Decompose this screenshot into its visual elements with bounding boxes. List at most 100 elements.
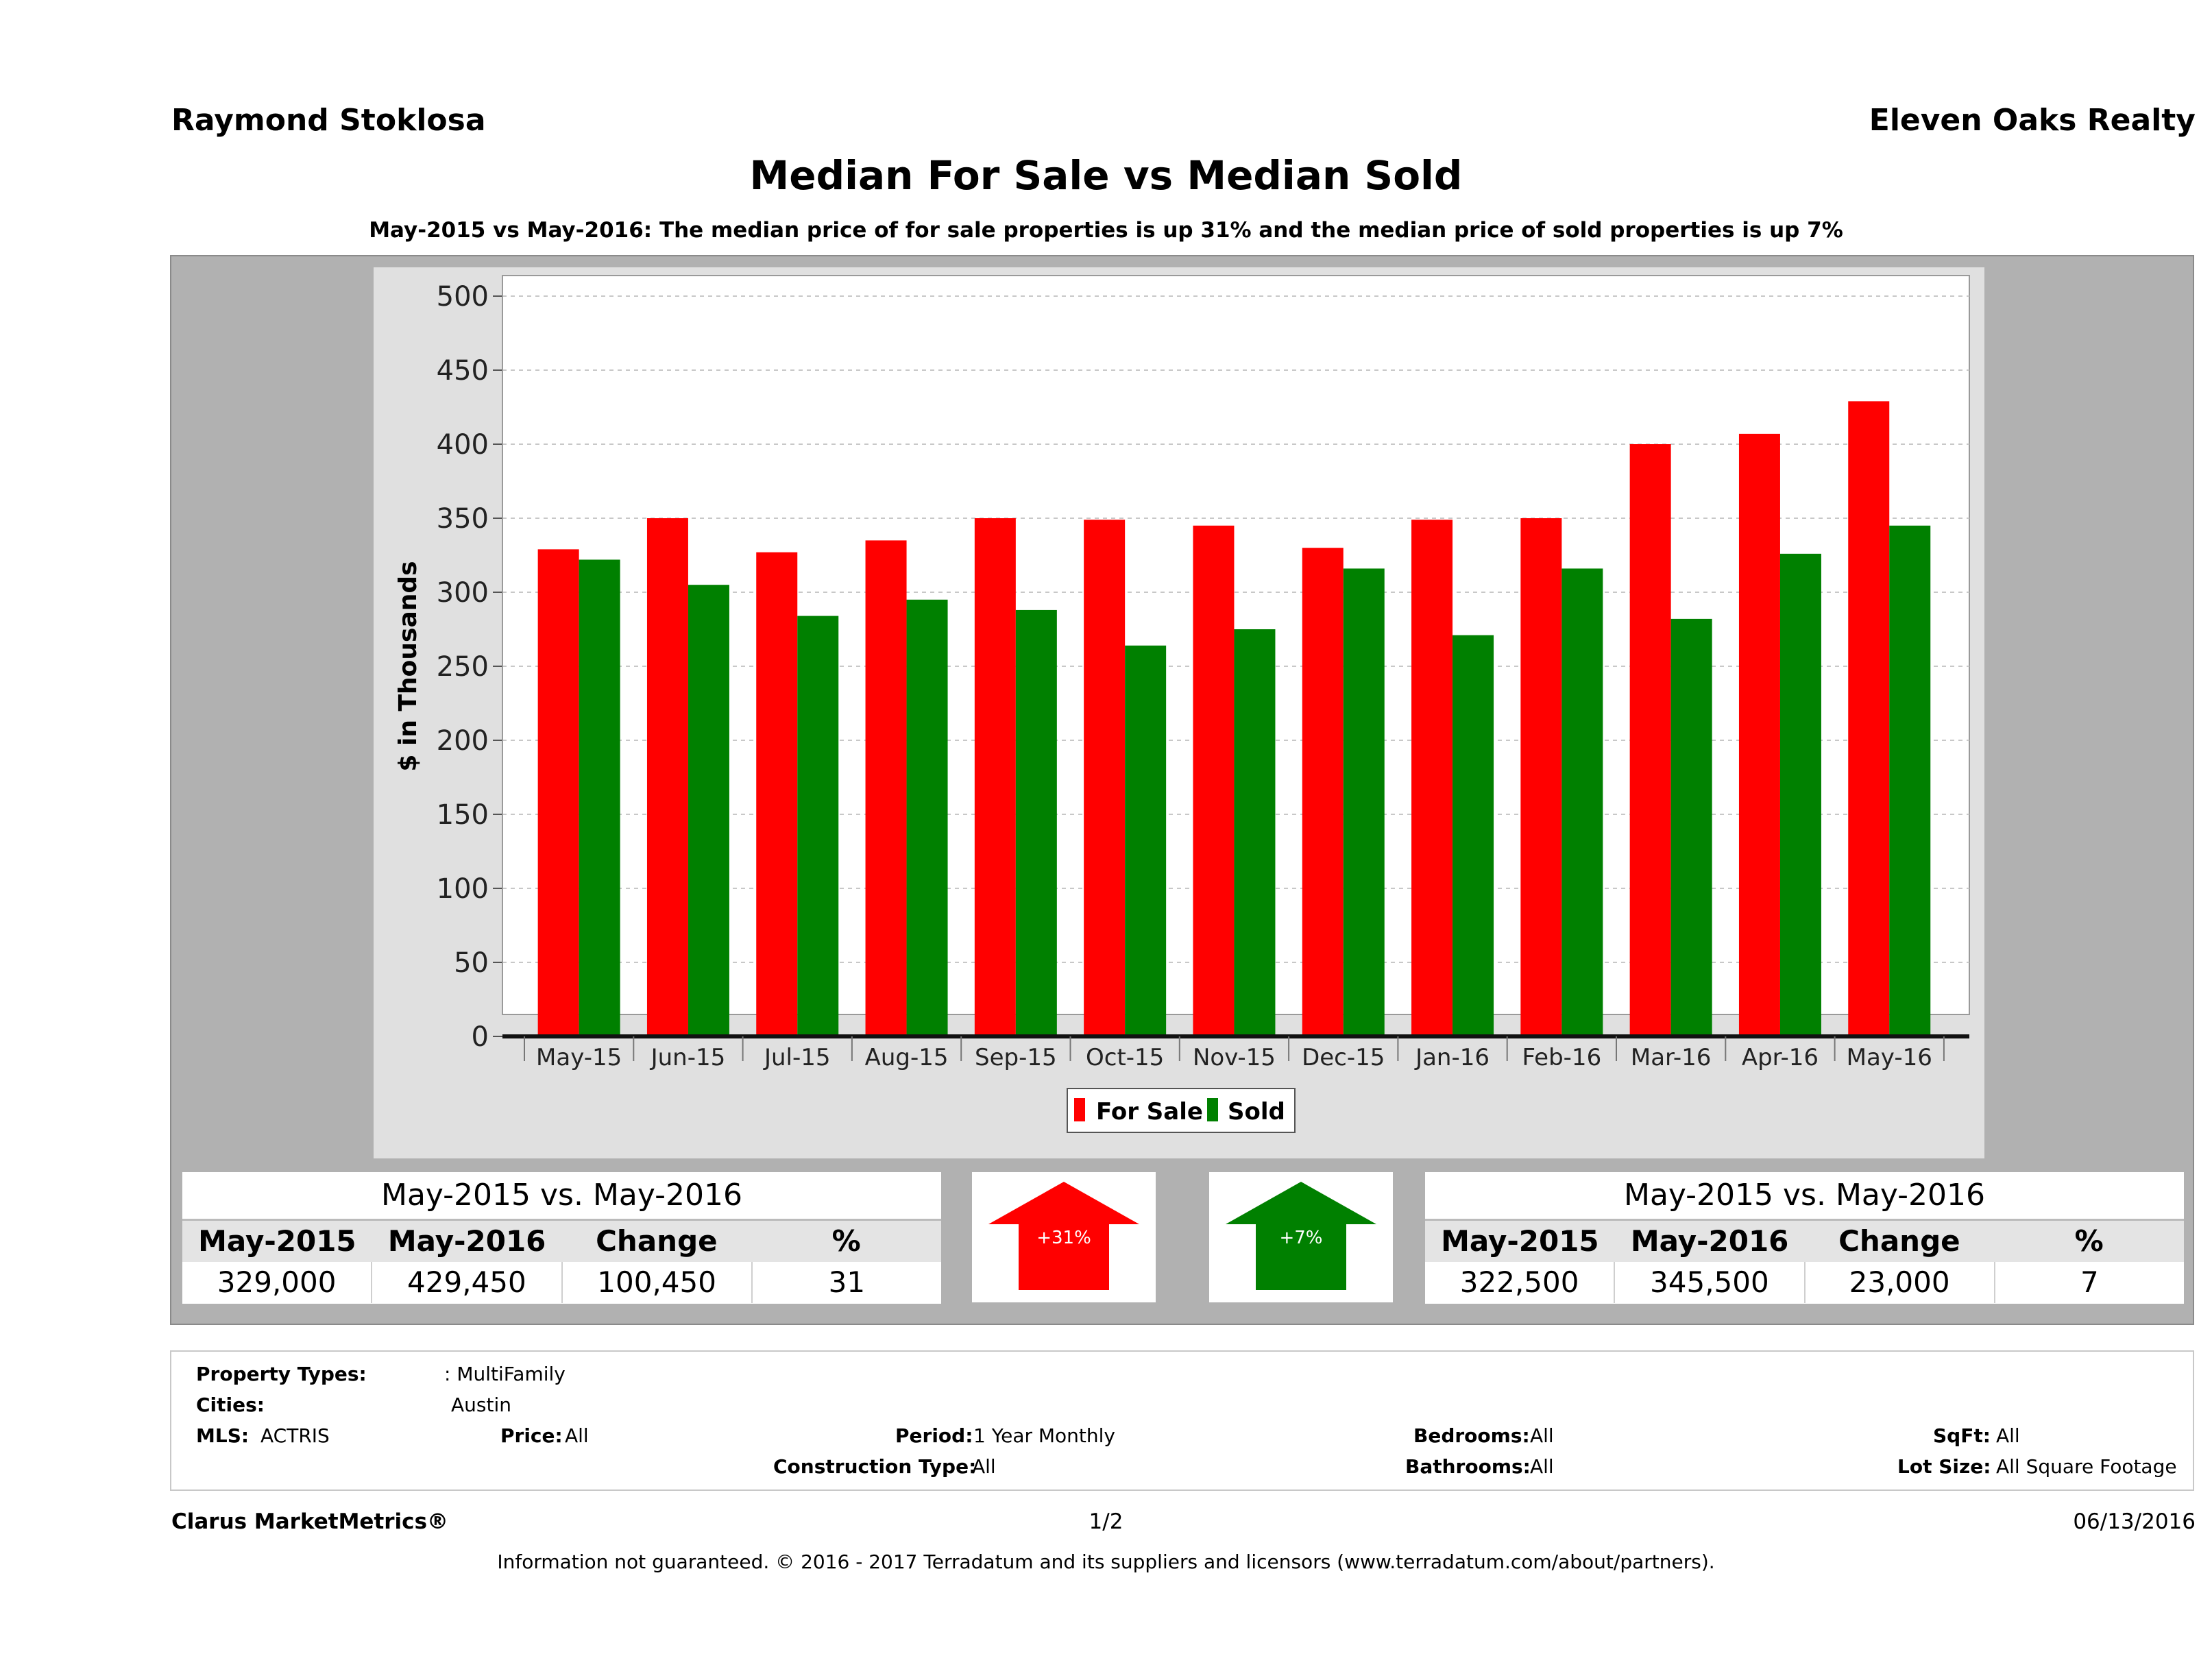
table-header-row: May-2015 May-2016 Change % (182, 1219, 941, 1262)
header-cell: May-2016 (1630, 1224, 1789, 1258)
legend: For Sale Sold (1067, 1088, 1296, 1133)
cities-value: Austin (451, 1394, 511, 1416)
y-tick-label: 500 (437, 281, 489, 313)
table-cell: 329,000 (217, 1265, 337, 1299)
bar-sold (1343, 568, 1385, 1036)
for-sale-change-label: +31% (1036, 1228, 1091, 1248)
bar-for-sale (865, 540, 907, 1036)
x-tick-label: Jan-16 (1414, 1044, 1490, 1071)
y-tick-label: 250 (437, 651, 489, 683)
header-cell: May-2016 (387, 1224, 546, 1258)
x-tick-label: Feb-16 (1522, 1044, 1601, 1071)
bar-sold (1125, 645, 1167, 1036)
period-label: Period: (895, 1424, 973, 1447)
page-number: 1/2 (1089, 1509, 1123, 1534)
property-types-label: Property Types: (196, 1363, 367, 1385)
header-cell: May-2015 (198, 1224, 356, 1258)
table-cell: 100,450 (561, 1262, 751, 1303)
bar-for-sale (1302, 548, 1344, 1036)
bar-for-sale (974, 518, 1016, 1036)
bathrooms-label: Bathrooms: (1405, 1455, 1531, 1478)
x-tick-label: Dec-15 (1302, 1044, 1385, 1071)
bar-for-sale (1193, 525, 1235, 1036)
y-tick-label: 200 (437, 725, 489, 757)
y-tick-label: 100 (437, 873, 489, 905)
bedrooms-label: Bedrooms: (1413, 1424, 1530, 1447)
price-value: All (565, 1424, 589, 1447)
bar-sold (688, 585, 729, 1036)
bar-for-sale (1738, 433, 1780, 1036)
bar-sold (1779, 553, 1821, 1036)
disclaimer: Information not guaranteed. © 2016 - 201… (497, 1551, 1715, 1573)
y-tick-label: 350 (437, 503, 489, 535)
bar-for-sale (1520, 518, 1562, 1036)
bathrooms-value: All (1530, 1455, 1554, 1478)
table-cell: 31 (751, 1262, 941, 1303)
bar-sold (1453, 635, 1494, 1036)
footer-brand: Clarus MarketMetrics® (171, 1509, 449, 1534)
bedrooms-value: All (1530, 1424, 1554, 1447)
table-cell: 7 (1993, 1262, 2184, 1303)
header-cell: % (831, 1224, 861, 1258)
search-criteria-box (170, 1350, 2194, 1491)
x-tick-label: Apr-16 (1742, 1044, 1819, 1071)
x-tick-label: Nov-15 (1193, 1044, 1276, 1071)
x-tick-label: May-16 (1847, 1044, 1932, 1071)
price-label: Price: (500, 1424, 563, 1447)
cities-label: Cities: (196, 1394, 265, 1416)
agent-name: Raymond Stoklosa (171, 103, 486, 138)
table-header-row: May-2015 May-2016 Change % (1425, 1219, 2184, 1262)
y-axis-label: $ in Thousands (394, 561, 422, 771)
bar-for-sale (1084, 520, 1126, 1036)
mls-label: MLS: (196, 1424, 250, 1447)
y-tick-label: 150 (437, 799, 489, 831)
bar-sold (1015, 609, 1057, 1036)
y-tick-label: 50 (454, 947, 489, 979)
table-title: May-2015 vs. May-2016 (1623, 1178, 1985, 1213)
header-cell: May-2015 (1441, 1224, 1599, 1258)
for-sale-summary-table: May-2015 vs. May-2016 May-2015 May-2016 … (182, 1172, 941, 1304)
table-row: 322,500 345,500 23,000 7 (1425, 1262, 2184, 1303)
bar-sold (1234, 629, 1276, 1036)
bar-chart: 0 50 100 150 200 250 300 350 400 450 500 May-15 Jun-… (394, 275, 1970, 1133)
bar-sold (1561, 568, 1603, 1036)
period-value: 1 Year Monthly (973, 1424, 1116, 1447)
bar-for-sale (1848, 401, 1890, 1036)
y-tick-label: 300 (437, 577, 489, 609)
bar-for-sale (537, 549, 579, 1036)
report-date: 06/13/2016 (2073, 1509, 2196, 1534)
construction-type-label: Construction Type: (773, 1455, 977, 1478)
y-tick-label: 0 (472, 1021, 489, 1053)
sqft-label: SqFt: (1933, 1424, 1991, 1447)
chart-title: Median For Sale vs Median Sold (749, 152, 1463, 199)
legend-label-sold: Sold (1228, 1098, 1285, 1126)
sold-change-label: +7% (1279, 1228, 1322, 1248)
table-cell: 322,500 (1459, 1265, 1579, 1299)
header-cell: Change (596, 1224, 718, 1258)
up-arrow-icon: +31% (988, 1182, 1139, 1290)
property-types-value: : MultiFamily (444, 1363, 566, 1385)
construction-type-value: All (972, 1455, 996, 1478)
table-cell: 23,000 (1803, 1262, 1994, 1303)
bar-sold (797, 616, 839, 1036)
header-cell: % (2074, 1224, 2104, 1258)
bar-sold (579, 559, 620, 1036)
legend-swatch-sold (1207, 1098, 1218, 1121)
lot-size-label: Lot Size: (1897, 1455, 1991, 1478)
x-tick-label: Jul-15 (763, 1044, 831, 1071)
x-tick-label: Sep-15 (975, 1044, 1057, 1071)
legend-label-for-sale: For Sale (1096, 1098, 1203, 1126)
x-tick-label: Mar-16 (1631, 1044, 1712, 1071)
x-tick-label: Aug-15 (865, 1044, 949, 1071)
table-cell: 429,450 (371, 1262, 561, 1303)
up-arrow-icon: +7% (1226, 1182, 1376, 1290)
table-row: 329,000 429,450 100,450 31 (182, 1262, 941, 1303)
x-tick-label: May-15 (536, 1044, 622, 1071)
x-tick-label: Oct-15 (1086, 1044, 1164, 1071)
table-title: May-2015 vs. May-2016 (380, 1178, 742, 1213)
bar-sold (906, 599, 948, 1036)
table-cell: 345,500 (1614, 1262, 1803, 1303)
x-tick-label: Jun-15 (650, 1044, 726, 1071)
sold-summary-table: May-2015 vs. May-2016 May-2015 May-2016 … (1425, 1172, 2184, 1304)
bar-for-sale (646, 518, 688, 1036)
